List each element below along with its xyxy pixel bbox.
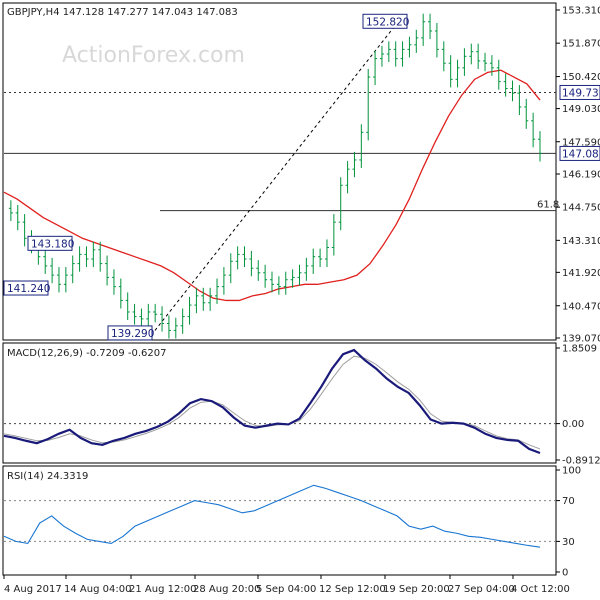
- fib-level-label: 61.8: [537, 200, 559, 211]
- price-tick-label: 146.190: [562, 170, 600, 181]
- x-tick-label: 28 Aug 20:00: [193, 584, 260, 595]
- x-tick-label: 19 Sep 20:00: [383, 584, 450, 595]
- macd-panel: [2, 342, 557, 464]
- rsi-tick-label: 30: [562, 537, 575, 548]
- rsi-layer: 100 70 30 0: [3, 466, 581, 579]
- x-tick-label: 14 Aug 04:00: [64, 584, 131, 595]
- macd-title: MACD(12,26,9) -0.7209 -0.6207: [7, 348, 167, 359]
- price-label-text: 152.820: [366, 16, 409, 28]
- price-tick-label: 153.310: [562, 6, 600, 17]
- price-tick-label: 150.420: [562, 72, 600, 83]
- macd-tick-label: 0.00: [562, 419, 584, 430]
- x-tick-label: 27 Sep 04:00: [448, 584, 515, 595]
- price-tick-label: 140.470: [562, 301, 600, 312]
- price-tick-label: 141.920: [562, 268, 600, 279]
- price-label-text: 141.240: [7, 283, 50, 295]
- watermark: ActionForex.com: [62, 43, 245, 68]
- price-labels: 152.820 143.180 141.240 139.290: [3, 13, 409, 341]
- candles: [8, 13, 542, 339]
- macd-layer: 1.8509 0.00 -0.8912: [3, 344, 600, 467]
- price-tick-label: 151.870: [562, 39, 600, 50]
- price-tick-label: 144.750: [562, 203, 600, 214]
- current-level-box: [559, 145, 600, 161]
- price-label-text: 139.290: [111, 328, 154, 340]
- current-level-box: [559, 84, 600, 100]
- x-tick-label: 4 Aug 2017: [4, 584, 62, 595]
- price-label-box: [27, 235, 73, 251]
- macd-line: [3, 348, 541, 455]
- price-panel: [2, 2, 557, 341]
- rsi-tick-label: 100: [562, 466, 581, 477]
- price-tick-label: 149.030: [562, 104, 600, 115]
- rsi-line: [3, 484, 541, 548]
- price-label-box: [107, 325, 153, 341]
- x-tick-label: 4 Oct 12:00: [511, 584, 570, 595]
- price-tick-label: 139.070: [562, 334, 600, 345]
- current-level-label: 149.730: [562, 87, 600, 99]
- price-label-text: 143.180: [31, 238, 74, 250]
- macd-tick-label: -0.8912: [562, 456, 600, 467]
- rsi-tick-label: 0: [562, 568, 568, 579]
- rsi-tick-label: 70: [562, 496, 575, 507]
- x-tick-label: 5 Sep 04:00: [256, 584, 316, 595]
- current-level-label: 147.083: [562, 148, 600, 160]
- price-label-box: [3, 280, 49, 296]
- price-label-box: [362, 13, 408, 29]
- rsi-panel: [2, 465, 557, 576]
- price-axis: 153.310 151.870 150.420 149.030 147.590 146.1…: [556, 6, 600, 345]
- x-tick-label: 21 Aug 12:00: [129, 584, 196, 595]
- price-tick-label: 147.590: [562, 137, 600, 148]
- price-tick-label: 143.310: [562, 236, 600, 247]
- macd-tick-label: 1.8509: [562, 344, 597, 355]
- header-symbol-ohlc: GBPJPY,H4 147.128 147.277 147.043 147.08…: [7, 7, 238, 18]
- x-tick-label: 12 Sep 12:00: [319, 584, 386, 595]
- rsi-title: RSI(14) 24.3319: [7, 471, 88, 482]
